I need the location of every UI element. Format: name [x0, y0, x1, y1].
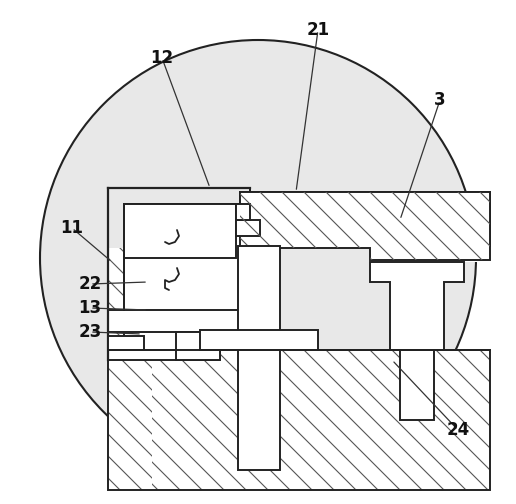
Polygon shape: [240, 192, 490, 232]
Polygon shape: [108, 336, 144, 350]
Polygon shape: [108, 310, 250, 332]
Text: 11: 11: [60, 219, 84, 237]
Polygon shape: [152, 350, 490, 490]
Polygon shape: [108, 188, 250, 360]
Polygon shape: [370, 262, 464, 350]
Text: 13: 13: [78, 299, 102, 317]
Text: 23: 23: [78, 323, 102, 341]
Text: 21: 21: [307, 21, 330, 39]
Polygon shape: [240, 232, 490, 246]
Bar: [108, 350, 490, 490]
Text: 3: 3: [434, 91, 446, 109]
Polygon shape: [240, 192, 490, 260]
Bar: [400, 350, 434, 420]
Polygon shape: [236, 220, 260, 236]
Text: 12: 12: [151, 49, 173, 67]
Polygon shape: [236, 204, 250, 220]
Polygon shape: [176, 332, 220, 360]
Bar: [200, 330, 318, 350]
Polygon shape: [124, 204, 236, 258]
Text: 24: 24: [446, 421, 470, 439]
Bar: [238, 246, 280, 470]
Polygon shape: [240, 192, 490, 262]
Text: 22: 22: [78, 275, 102, 293]
Polygon shape: [108, 248, 152, 490]
Circle shape: [40, 40, 476, 476]
